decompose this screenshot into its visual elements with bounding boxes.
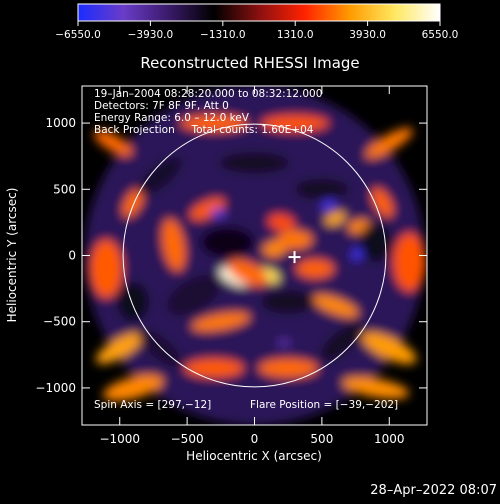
info-line-method: Back Projection Total counts: 1.60E+04 (94, 124, 314, 136)
info-line-energy: Energy Range: 6.0 – 12.0 keV (94, 112, 250, 124)
flare-marker (288, 251, 301, 264)
negative-blob (219, 152, 290, 174)
info-block: 19–Jan–2004 08:28:20.000 to 08:32:12.000… (94, 88, 322, 136)
x-tick-label: 500 (310, 432, 333, 446)
positive-blob (162, 218, 186, 272)
positive-blob (191, 312, 251, 332)
positive-blob (365, 127, 413, 159)
negative-blob (359, 222, 392, 263)
x-axis-label: Heliocentric X (arcsec) (186, 449, 322, 463)
colorbar-tick-label: −3930.0 (128, 29, 174, 41)
x-tick-label: −1000 (99, 432, 140, 446)
positive-blob (184, 358, 244, 378)
negative-blob (261, 289, 316, 314)
positive-blob (95, 332, 144, 364)
info-line-detectors: Detectors: 7F 8F 9F, Att 0 (94, 100, 229, 112)
positive-blob (342, 377, 410, 399)
negative-blob (138, 156, 182, 196)
x-tick-label: −500 (171, 432, 204, 446)
positive-blob (371, 187, 394, 218)
timestamp: 28–Apr–2022 08:07 (370, 483, 497, 498)
positive-blob (277, 230, 313, 249)
positive-blob (268, 214, 295, 231)
heatmap-layer (84, 86, 426, 425)
y-tick-label: 0 (68, 249, 76, 263)
spin-axis-label: Spin Axis = [297,−12] (94, 399, 211, 411)
solar-limb-circle (122, 123, 387, 388)
x-axis-ticks: −1000 −500 0 500 1000 (99, 86, 405, 446)
colorbar-tick-label: −1310.0 (200, 29, 246, 41)
x-tick-label: 1000 (374, 432, 405, 446)
y-tick-label: −500 (43, 315, 76, 329)
positive-blob (296, 259, 335, 279)
y-axis-label: Heliocentric Y (arcsec) (5, 188, 19, 323)
positive-blob (258, 358, 318, 378)
chart-title: Reconstructed RHESSI Image (140, 54, 359, 72)
negative-blob (320, 199, 337, 211)
y-axis-ticks: −1000 −500 0 500 1000 (35, 116, 427, 395)
negative-blob (320, 322, 364, 361)
info-line-time: 19–Jan–2004 08:28:20.000 to 08:32:12.000 (94, 88, 322, 100)
colorbar-tick-label: 3930.0 (349, 29, 386, 41)
y-tick-label: −1000 (35, 381, 76, 395)
positive-blob (103, 374, 164, 401)
x-tick-label: 0 (251, 432, 259, 446)
positive-blob (227, 259, 268, 286)
negative-blob (294, 178, 349, 200)
positive-blob (261, 115, 329, 132)
colorbar-tick-label: 1310.0 (277, 29, 314, 41)
heatmap-clip (84, 86, 426, 425)
negative-blob (138, 329, 182, 368)
positive-blob (362, 332, 417, 364)
positive-blob (90, 239, 123, 298)
positive-blob (312, 294, 359, 317)
negative-blob (117, 281, 150, 322)
positive-blob (325, 211, 346, 226)
positive-blob (122, 187, 144, 218)
negative-blob (210, 208, 226, 219)
negative-blob (277, 338, 291, 347)
negative-blob (200, 226, 255, 259)
flare-position-label: Flare Position = [−39,−202] (250, 399, 398, 411)
negative-blob (166, 274, 221, 316)
colorbar-tick-label: 6550.0 (422, 29, 459, 41)
positive-blob (189, 198, 225, 220)
positive-blob (180, 115, 248, 132)
y-tick-label: 1000 (45, 116, 76, 130)
positive-blob (393, 232, 426, 292)
positive-blob (93, 130, 133, 156)
colorbar (77, 3, 441, 22)
colorbar-tick-label: −6550.0 (55, 29, 101, 41)
colorbar-ticks: −6550.0 −3930.0 −1310.0 1310.0 3930.0 6550.0 (55, 21, 458, 41)
y-tick-label: 500 (53, 182, 76, 196)
